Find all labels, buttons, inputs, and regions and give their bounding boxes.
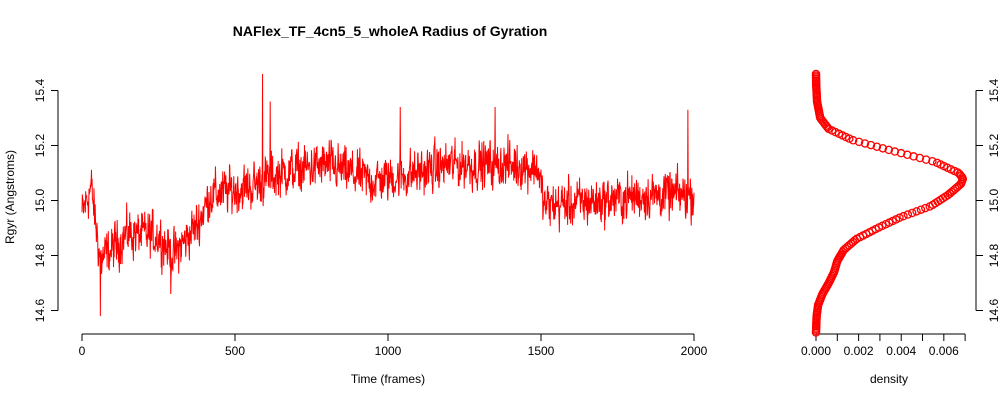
density-point [866,140,876,150]
density-point [878,144,888,153]
y-tick-label: 14.6 [33,298,47,322]
density-point [860,139,870,148]
rgyr-line [81,73,695,317]
density-x-tick-label: 0.004 [886,344,916,358]
x-tick-label: 0 [79,344,86,358]
density-point [899,211,908,221]
density-point [895,213,904,223]
density-x-tick-label: 0.000 [801,344,831,358]
density-point [811,69,821,79]
density-point [907,208,917,218]
density-point [916,205,926,214]
x-tick-label: 1500 [528,344,555,358]
density-y-tick-label: 14.8 [987,243,1000,267]
x-tick-label: 500 [225,344,245,358]
density-point [932,158,942,168]
x-tick-label: 2000 [681,344,708,358]
y-tick-label: 15.2 [33,133,47,157]
density-y-tick-label: 15.4 [987,78,1000,102]
density-y-tick-label: 14.6 [987,298,1000,322]
density-x-tick-label: 0.002 [844,344,874,358]
x-axis-label: Time (frames) [351,372,425,386]
density-point [890,147,900,156]
density-point [872,142,882,151]
density-x-tick-label: 0.006 [929,344,959,358]
density-y-tick-label: 15.2 [987,133,1000,157]
y-tick-label: 14.8 [33,243,47,267]
density-point [884,145,894,155]
density-point [848,135,858,145]
density-point [854,137,864,147]
density-axis-label: density [870,372,908,386]
density-y-tick-label: 15.0 [987,188,1000,212]
y-tick-label: 15.0 [33,188,47,212]
y-tick-label: 15.4 [33,78,47,102]
density-series [811,69,968,337]
density-point [912,207,921,216]
density-point [903,210,913,219]
density-axes: 0.000 0.002 0.004 0.006 14.6 14.8 15.0 15.2 15.4 [801,78,1000,358]
y-axis-label: Rgyr (Angstroms) [3,150,17,244]
density-point [921,203,930,213]
chart-title: NAFlex_TF_4cn5_5_wholeA Radius of Gyrati… [233,23,548,39]
main-axes: 0 500 1000 1500 2000 14.6 14.8 15.0 15.2 15.4 [33,78,708,358]
x-tick-label: 1000 [375,344,402,358]
rgyr-series [81,73,695,317]
